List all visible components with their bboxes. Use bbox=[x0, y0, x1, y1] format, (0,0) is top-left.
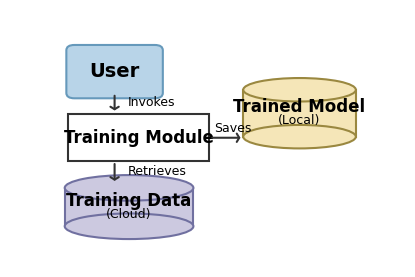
FancyBboxPatch shape bbox=[68, 114, 210, 161]
Ellipse shape bbox=[243, 125, 356, 148]
Text: Training Data: Training Data bbox=[66, 192, 192, 210]
Polygon shape bbox=[65, 188, 193, 226]
Text: Trained Model: Trained Model bbox=[234, 98, 366, 116]
Text: (Cloud): (Cloud) bbox=[106, 208, 152, 221]
FancyBboxPatch shape bbox=[66, 45, 163, 98]
Text: Invokes: Invokes bbox=[127, 96, 175, 109]
Text: Saves: Saves bbox=[214, 122, 251, 135]
Ellipse shape bbox=[65, 175, 193, 201]
Text: User: User bbox=[90, 62, 140, 81]
Ellipse shape bbox=[65, 214, 193, 239]
Polygon shape bbox=[243, 90, 356, 137]
Text: (Local): (Local) bbox=[278, 114, 321, 127]
Text: Training Module: Training Module bbox=[64, 129, 214, 147]
Text: Retrieves: Retrieves bbox=[127, 165, 186, 178]
Ellipse shape bbox=[243, 78, 356, 101]
